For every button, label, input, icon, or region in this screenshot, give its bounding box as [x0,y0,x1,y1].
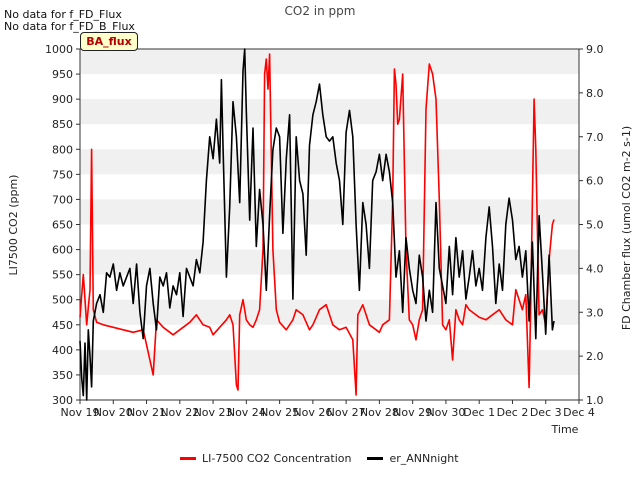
right-y-tick-label: 9.0 [586,43,604,56]
x-tick-label: Nov 21 [127,406,166,419]
x-tick-label: Nov 30 [426,406,465,419]
left-y-tick-label: 950 [52,68,73,81]
no-data-fd-b-flux: No data for f_FD_B_Flux [4,20,135,33]
left-y-tick-label: 900 [52,93,73,106]
left-y-tick-label: 550 [52,269,73,282]
x-tick-label: Nov 26 [293,406,332,419]
left-y-axis-label: LI7500 CO2 (ppm) [7,175,20,276]
x-tick-label: Nov 20 [94,406,133,419]
x-tick-label: Dec 4 [563,406,595,419]
right-y-tick-label: 5.0 [586,219,604,232]
x-tick-label: Nov 25 [260,406,299,419]
left-y-tick-label: 450 [52,319,73,332]
series-layer [79,48,555,401]
right-y-axis-label: FD Chamber flux (umol CO2 m-2 s-1) [620,126,633,330]
left-y-tick-label: 1000 [45,43,73,56]
left-y-tick-label: 400 [52,344,73,357]
grid-band [80,349,579,375]
series-line-er-annnight [79,48,555,401]
legend-item-er-annnight: er_ANNnight [367,452,459,465]
legend-item-li7500: LI-7500 CO2 Concentration [180,452,351,465]
left-y-tick-label: 800 [52,143,73,156]
left-y-tick-label: 500 [52,294,73,307]
left-y-tick-label: 700 [52,193,73,206]
grid-band [80,49,579,75]
right-y-tick-label: 1.0 [586,394,604,407]
right-y-tick-label: 4.0 [586,262,604,275]
right-y-tick-label: 8.0 [586,87,604,100]
left-y-tick-label: 650 [52,219,73,232]
grid-bands [80,49,579,375]
right-y-tick-label: 2.0 [586,350,604,363]
right-y-axis-ticks: 1.0 2.0 3.0 4.0 5.0 6.0 7.0 8.0 9.0 [579,43,604,407]
grid-band [80,99,579,125]
x-tick-label: Nov 24 [227,406,266,419]
legend-label-li7500: LI-7500 CO2 Concentration [202,452,352,465]
x-tick-label: Dec 1 [463,406,495,419]
left-y-tick-label: 350 [52,369,73,382]
series-line-li7500 [79,53,555,396]
x-tick-label: Nov 28 [360,406,399,419]
x-tick-label: Nov 19 [61,406,100,419]
legend-label-er-annnight: er_ANNnight [389,452,459,465]
x-tick-label: Nov 23 [194,406,233,419]
x-tick-label: Nov 27 [327,406,366,419]
legend-swatch-black [367,457,384,460]
right-y-tick-label: 3.0 [586,306,604,319]
right-y-tick-label: 6.0 [586,175,604,188]
right-y-tick-label: 7.0 [586,131,604,144]
grid-band [80,199,579,225]
grid-band [80,149,579,175]
ba-flux-badge: BA_flux [80,32,138,51]
x-tick-label: Dec 3 [530,406,562,419]
left-y-tick-label: 750 [52,168,73,181]
legend: LI-7500 CO2 Concentration er_ANNnight [180,452,475,465]
x-axis-label: Time [551,423,579,436]
x-tick-label: Nov 22 [160,406,199,419]
legend-swatch-red [180,457,196,460]
left-y-axis-ticks: 300 350 400 450 500 550 600 650 700 750 800 850 900 9… [45,43,80,407]
x-tick-label: Dec 2 [497,406,529,419]
no-data-fd-flux: No data for f_FD_Flux [4,8,122,21]
grid-band [80,249,579,275]
left-y-tick-label: 300 [52,394,73,407]
left-y-tick-label: 850 [52,118,73,131]
x-tick-label: Nov 29 [393,406,432,419]
chart-title: CO2 in ppm [285,4,356,18]
left-y-tick-label: 600 [52,244,73,257]
